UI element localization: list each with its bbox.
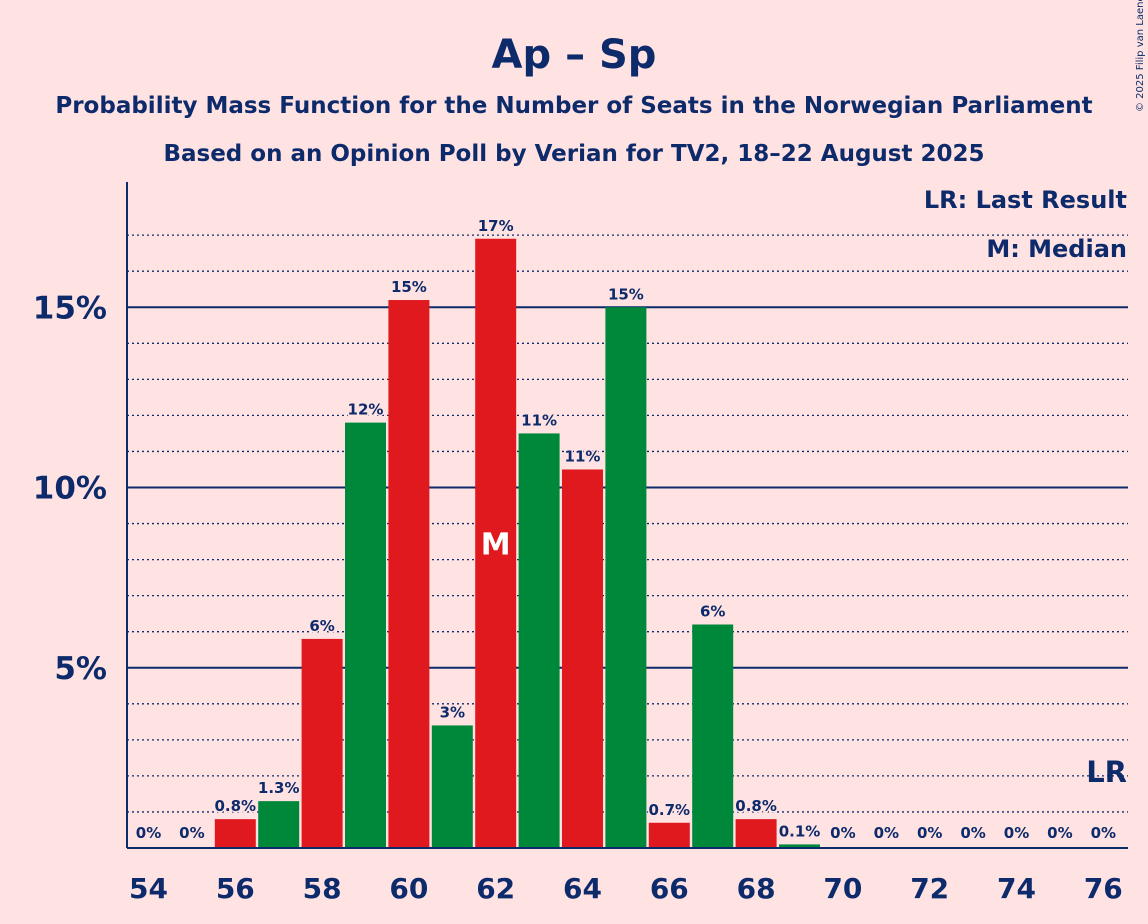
bar-label-66: 0.7% [648, 801, 690, 819]
bar-label-56: 0.8% [214, 797, 256, 815]
bar-label-65: 15% [608, 285, 644, 303]
bar-62 [475, 238, 517, 848]
bar-label-71: 0% [874, 824, 899, 842]
bar-label-57: 1.3% [258, 779, 300, 797]
bar-label-73: 0% [960, 824, 985, 842]
bar-label-63: 11% [521, 411, 557, 429]
x-tick-label: 62 [476, 872, 515, 905]
y-tick-label: 5% [54, 651, 107, 687]
bar-58 [301, 638, 343, 848]
bar-64 [562, 469, 603, 848]
x-tick-label: 58 [303, 872, 342, 905]
x-tick-label: 66 [650, 872, 689, 905]
x-tick-label: 64 [563, 872, 602, 905]
x-tick-label: 76 [1084, 872, 1123, 905]
x-tick-label: 70 [823, 872, 862, 905]
copyright-text: © 2025 Filip van Laenen [1135, 0, 1146, 112]
legend-last-result: LR: Last Result [924, 186, 1127, 214]
bar-57 [258, 801, 300, 848]
bar-label-55: 0% [179, 824, 204, 842]
x-tick-label: 56 [216, 872, 255, 905]
y-tick-label: 15% [33, 290, 107, 326]
bar-63 [518, 433, 560, 848]
x-tick-label: 54 [129, 872, 168, 905]
bar-67 [692, 624, 734, 848]
bar-56 [214, 819, 256, 848]
bar-label-75: 0% [1047, 824, 1072, 842]
bar-label-60: 15% [391, 278, 427, 296]
bar-label-67: 6% [700, 602, 725, 620]
bar-label-74: 0% [1004, 824, 1029, 842]
bar-label-54: 0% [136, 824, 161, 842]
x-axis-ticks: 54 56 58 60 62 64 66 68 70 72 74 76 [129, 872, 1123, 905]
bar-label-68: 0.8% [735, 797, 777, 815]
bar-65 [605, 307, 647, 848]
bars [214, 238, 820, 848]
bar-label-76: 0% [1091, 824, 1116, 842]
bar-68 [735, 819, 777, 848]
bar-label-64: 11% [565, 447, 601, 465]
x-tick-label: 74 [997, 872, 1036, 905]
x-tick-label: 60 [389, 872, 428, 905]
chart-subtitle-1: Probability Mass Function for the Number… [55, 93, 1092, 119]
y-tick-label: 10% [33, 471, 107, 507]
bar-69 [779, 844, 820, 848]
bar-66 [648, 822, 690, 848]
y-axis-ticks: 5% 10% 15% [33, 290, 107, 687]
bar-label-72: 0% [917, 824, 942, 842]
bar-label-58: 6% [309, 617, 334, 635]
bar-label-69: 0.1% [779, 822, 821, 840]
bar-label-70: 0% [830, 824, 855, 842]
chart-title: Ap – Sp [492, 32, 657, 78]
legend-median: M: Median [986, 235, 1127, 263]
bar-60 [388, 300, 430, 848]
x-tick-label: 72 [910, 872, 949, 905]
last-result-marker: LR [1086, 755, 1127, 789]
x-tick-label: 68 [737, 872, 776, 905]
chart-subtitle-2: Based on an Opinion Poll by Verian for T… [163, 141, 984, 167]
bar-61 [431, 725, 473, 848]
bar-labels: 0% 0%0.8%1.3%6%12%15%3%17%11%11%15%0.7%6%… [134, 215, 1117, 843]
bar-label-62: 17% [478, 217, 514, 235]
bar-label-61: 3% [440, 703, 465, 721]
median-marker: M [481, 527, 511, 562]
bar-label-59: 12% [348, 401, 384, 419]
bar-59 [345, 422, 386, 848]
